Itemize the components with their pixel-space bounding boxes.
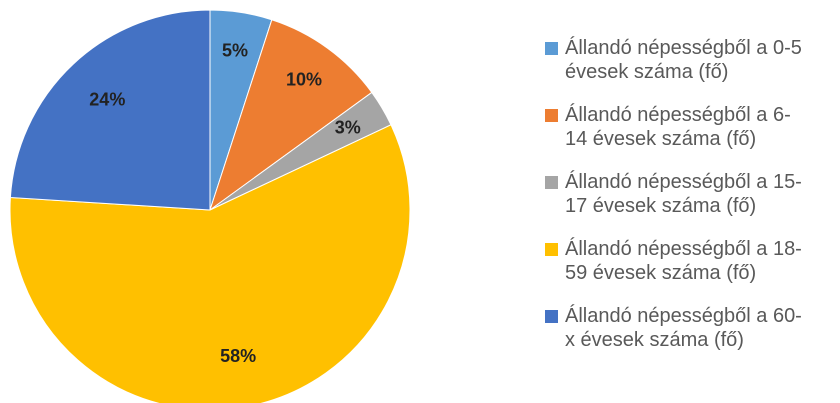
legend-item: Állandó népességből a 60-x évesek száma … [545, 304, 810, 352]
data-label: 24% [89, 89, 125, 109]
legend-item: Állandó népességből a 15-17 évesek száma… [545, 170, 810, 218]
pie-slice [9, 124, 411, 403]
pie-slice [9, 9, 211, 211]
data-label: 3% [335, 117, 361, 137]
data-label: 5% [222, 41, 248, 61]
legend-swatch [545, 243, 558, 256]
legend-swatch [545, 42, 558, 55]
legend-label: Állandó népességből a 15-17 évesek száma… [565, 171, 802, 217]
pie-slice [209, 19, 373, 212]
legend: Állandó népességből a 0-5 évesek száma (… [545, 36, 810, 371]
pie: 5% 10% 3% 58% 24% [9, 9, 411, 403]
legend-label: Állandó népességből a 0-5 évesek száma (… [565, 37, 802, 83]
legend-item: Állandó népességből a 6-14 évesek száma … [545, 103, 810, 151]
legend-item: Állandó népességből a 0-5 évesek száma (… [545, 36, 810, 84]
legend-swatch [545, 176, 558, 189]
data-label: 58% [220, 346, 256, 366]
legend-label: Állandó népességből a 6-14 évesek száma … [565, 104, 791, 150]
legend-swatch [545, 109, 558, 122]
legend-label: Állandó népességből a 18-59 évesek száma… [565, 238, 802, 284]
legend-label: Állandó népességből a 60-x évesek száma … [565, 305, 802, 351]
legend-swatch [545, 310, 558, 323]
legend-item: Állandó népességből a 18-59 évesek száma… [545, 237, 810, 285]
data-label: 10% [286, 69, 322, 89]
